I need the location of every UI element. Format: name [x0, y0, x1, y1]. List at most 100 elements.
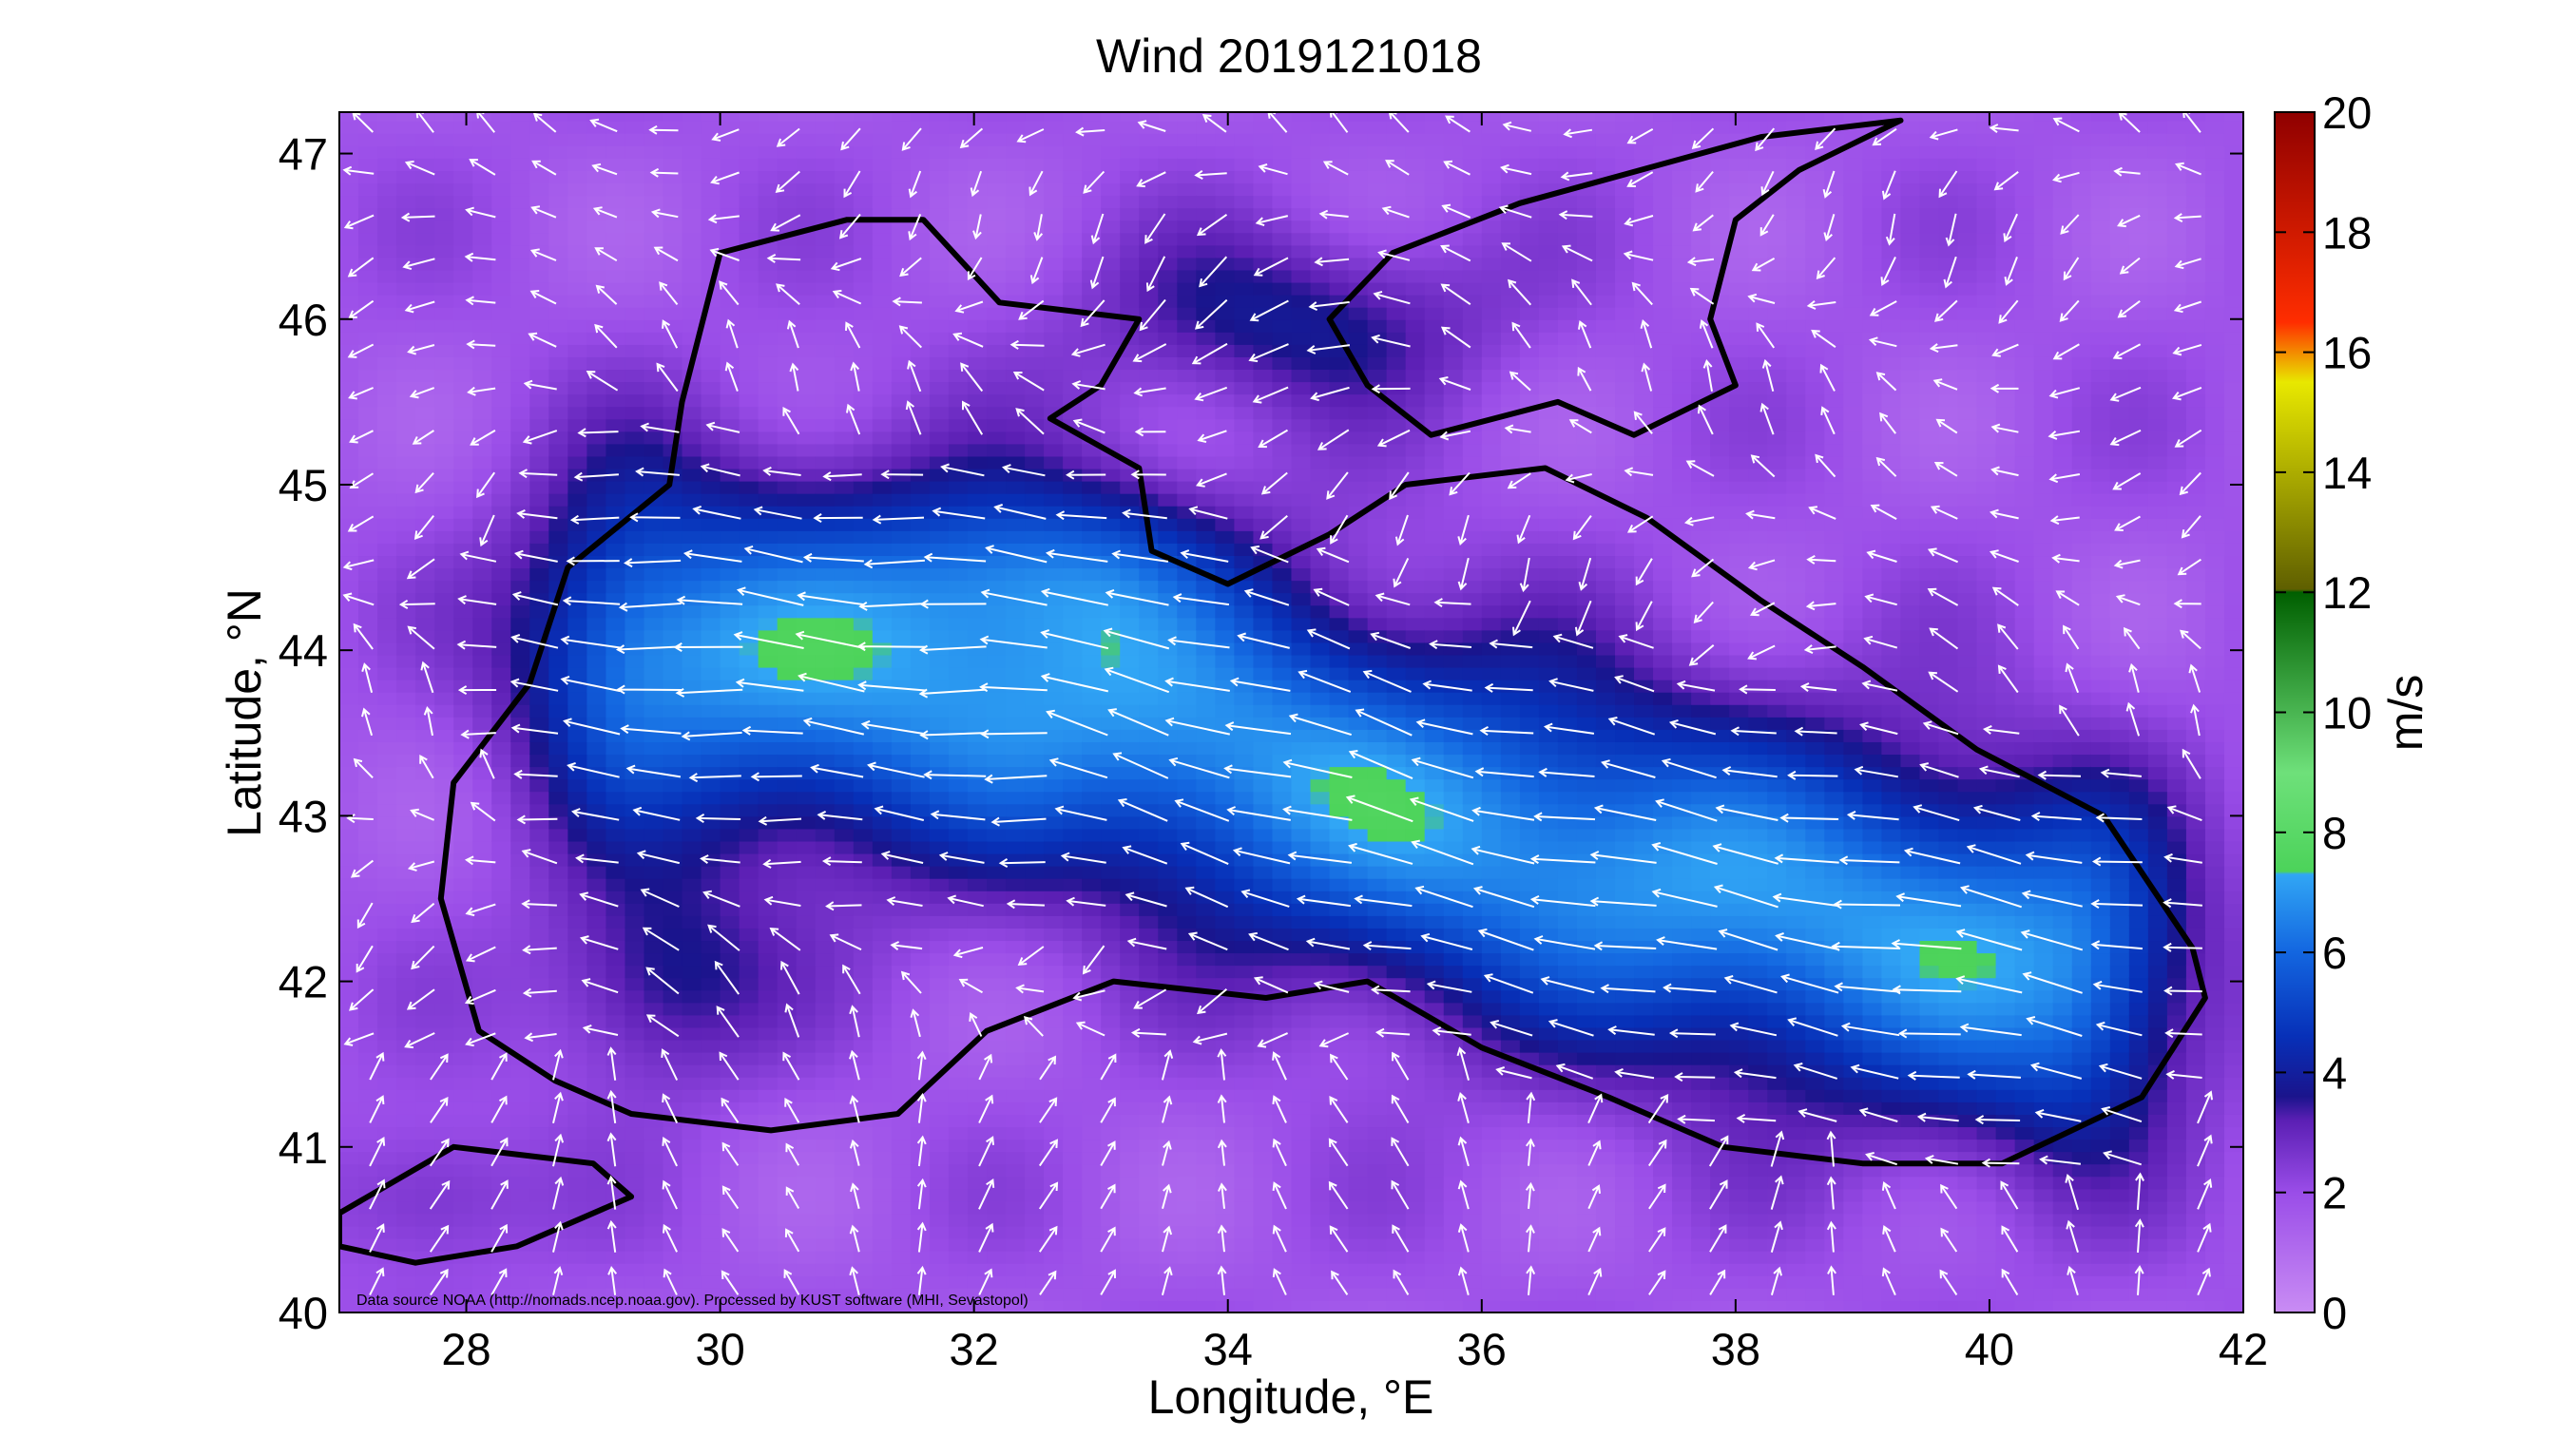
speed-cell: [491, 529, 512, 544]
speed-cell: [644, 232, 664, 246]
speed-cell: [815, 257, 836, 271]
speed-cell: [586, 828, 607, 842]
speed-cell: [948, 355, 969, 371]
speed-cell: [453, 1213, 474, 1227]
speed-cell: [758, 1113, 779, 1128]
speed-cell: [663, 778, 683, 793]
speed-cell: [1196, 182, 1217, 197]
speed-cell: [625, 890, 645, 904]
speed-cell: [967, 877, 989, 891]
speed-cell: [1120, 220, 1141, 234]
speed-cell: [491, 865, 512, 879]
speed-cell: [796, 505, 817, 519]
speed-cell: [1101, 1213, 1122, 1227]
speed-cell: [415, 132, 436, 146]
speed-cell: [1253, 1139, 1274, 1153]
speed-cell: [1196, 1274, 1217, 1289]
speed-cell: [606, 927, 626, 942]
speed-cell: [1215, 1250, 1236, 1264]
speed-cell: [948, 629, 969, 643]
speed-cell: [1196, 468, 1217, 482]
speed-cell: [1044, 112, 1065, 122]
speed-cell: [1025, 803, 1046, 817]
speed-cell: [948, 940, 969, 954]
speed-cell: [567, 1188, 588, 1202]
speed-cell: [1101, 157, 1122, 171]
speed-cell: [682, 1076, 702, 1090]
speed-cell: [453, 468, 474, 482]
speed-cell: [872, 1063, 893, 1078]
speed-cell: [1063, 318, 1084, 333]
speed-cell: [1120, 1188, 1141, 1202]
speed-cell: [396, 1274, 417, 1289]
speed-cell: [796, 1200, 817, 1215]
speed-cell: [1234, 952, 1255, 967]
speed-cell: [1177, 740, 1198, 756]
speed-cell: [834, 791, 855, 805]
speed-cell: [1158, 840, 1179, 854]
speed-cell: [987, 902, 1008, 916]
speed-cell: [1063, 1101, 1084, 1115]
speed-cell: [987, 1076, 1008, 1090]
speed-cell: [891, 157, 912, 171]
speed-cell: [1310, 1200, 1331, 1215]
speed-cell: [529, 965, 550, 979]
speed-cell: [644, 1237, 664, 1252]
speed-cell: [1044, 803, 1065, 817]
speed-cell: [987, 877, 1008, 891]
speed-cell: [1158, 865, 1179, 879]
speed-cell: [606, 318, 626, 333]
speed-cell: [567, 1126, 588, 1140]
speed-cell: [967, 112, 989, 122]
speed-cell: [834, 604, 855, 619]
speed-cell: [396, 431, 417, 445]
speed-cell: [720, 828, 740, 842]
speed-cell: [948, 1200, 969, 1215]
speed-cell: [1006, 529, 1027, 544]
speed-cell: [1063, 940, 1084, 954]
speed-cell: [453, 1188, 474, 1202]
speed-cell: [1063, 294, 1084, 308]
speed-cell: [377, 728, 398, 742]
speed-cell: [1025, 642, 1046, 656]
speed-cell: [1196, 1287, 1217, 1301]
speed-cell: [758, 381, 779, 395]
speed-cell: [853, 244, 874, 259]
speed-cell: [1006, 828, 1027, 842]
speed-cell: [358, 654, 379, 668]
speed-cell: [606, 666, 626, 680]
speed-cell: [1272, 1076, 1293, 1090]
speed-cell: [796, 1026, 817, 1041]
speed-cell: [1291, 877, 1312, 891]
speed-cell: [834, 529, 855, 544]
speed-cell: [1215, 157, 1236, 171]
speed-cell: [682, 517, 702, 531]
speed-cell: [1139, 306, 1160, 320]
speed-cell: [472, 890, 493, 904]
speed-cell: [663, 952, 683, 967]
speed-cell: [339, 1101, 360, 1115]
speed-cell: [853, 1088, 874, 1102]
speed-cell: [1063, 529, 1084, 544]
speed-cell: [1215, 890, 1236, 904]
speed-cell: [625, 815, 645, 830]
speed-cell: [891, 492, 912, 507]
speed-cell: [1177, 604, 1198, 619]
speed-cell: [1215, 112, 1236, 122]
speed-cell: [701, 318, 721, 333]
speed-cell: [663, 740, 683, 756]
speed-cell: [1196, 1176, 1217, 1190]
speed-cell: [1006, 703, 1027, 718]
speed-cell: [1272, 257, 1293, 271]
speed-cell: [1177, 1200, 1198, 1215]
speed-cell: [453, 120, 474, 134]
speed-cell: [796, 195, 817, 209]
speed-cell: [872, 1225, 893, 1239]
speed-cell: [396, 853, 417, 867]
speed-cell: [891, 281, 912, 296]
speed-cell: [739, 468, 759, 482]
speed-cell: [682, 120, 702, 134]
speed-cell: [491, 728, 512, 742]
speed-cell: [491, 989, 512, 1004]
speed-cell: [967, 207, 989, 221]
